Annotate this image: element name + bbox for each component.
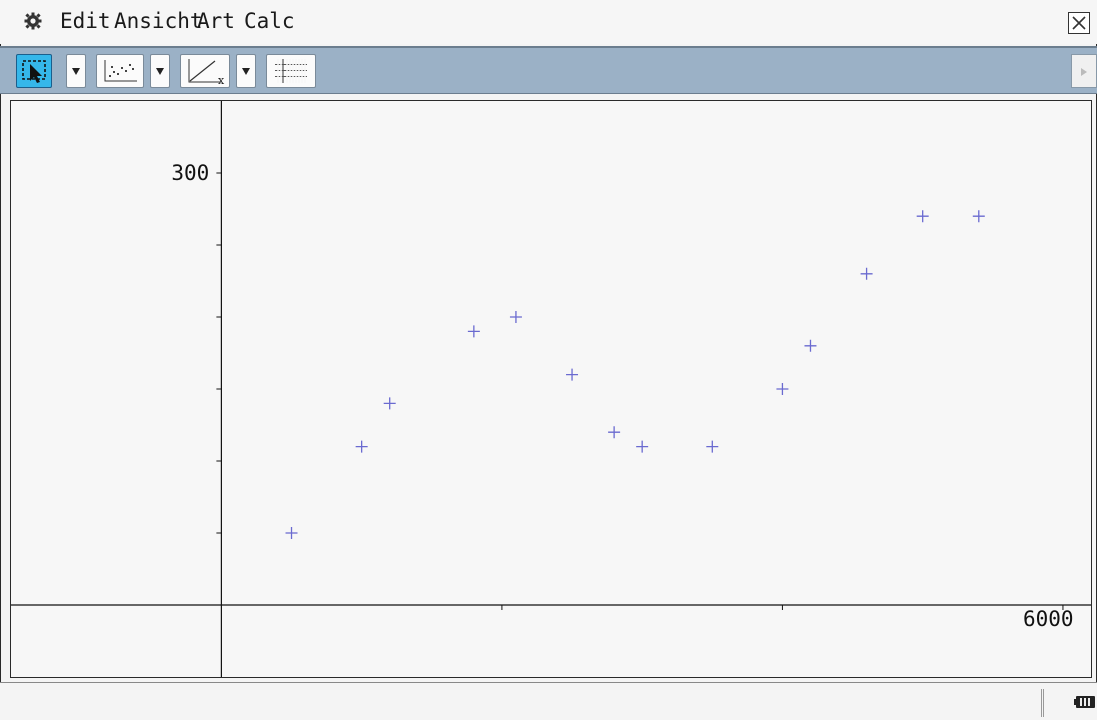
chevron-down-icon (242, 68, 250, 75)
menu-edit[interactable]: Edit (60, 9, 111, 33)
data-point (916, 210, 929, 223)
data-point (972, 210, 985, 223)
data-point (636, 440, 649, 453)
data-point (566, 368, 579, 381)
plot-type-dropdown[interactable] (150, 54, 170, 88)
grid-toggle-button[interactable] (266, 54, 316, 88)
menu-art[interactable]: Art (197, 9, 235, 33)
battery-icon (1074, 696, 1095, 708)
data-point (608, 426, 621, 439)
data-point (467, 325, 480, 338)
menu-calc[interactable]: Calc (244, 9, 295, 33)
data-point (355, 440, 368, 453)
graph-area[interactable]: 300 6000 (10, 100, 1092, 678)
graph-type-dropdown[interactable] (236, 54, 256, 88)
line-graph-button[interactable]: x (180, 54, 230, 88)
grid-icon (275, 59, 307, 83)
data-point (383, 397, 396, 410)
close-button[interactable] (1068, 12, 1090, 34)
data-point (804, 339, 817, 352)
data-point (509, 311, 522, 323)
line-graph-icon: x (188, 59, 225, 87)
scatter-plot-button[interactable] (96, 54, 144, 88)
close-icon (1072, 16, 1086, 30)
toolbar: x (0, 46, 1097, 94)
data-point (285, 527, 298, 539)
toolbar-scroll-right-button[interactable] (1071, 54, 1097, 88)
select-tool-dropdown[interactable] (66, 54, 86, 88)
data-point (706, 440, 719, 453)
scatter-plot-icon (104, 60, 137, 82)
play-right-icon (1081, 68, 1087, 76)
gear-icon[interactable] (24, 12, 42, 30)
select-pointer-icon (22, 60, 46, 83)
x-axis-tick-label: 6000 (1022, 607, 1074, 631)
menu-ansicht[interactable]: Ansicht (114, 9, 203, 33)
menu-bar: Edit Ansicht Art Calc (0, 0, 1097, 44)
data-point (860, 267, 873, 280)
chevron-down-icon (156, 68, 164, 75)
scatter-plot (11, 101, 1091, 677)
y-axis-tick-label: 300 (171, 161, 210, 185)
status-bar (0, 682, 1097, 720)
data-point (776, 383, 789, 395)
select-tool-button[interactable] (16, 54, 52, 88)
status-separator (1041, 689, 1044, 717)
svg-text:x: x (218, 74, 225, 87)
chevron-down-icon (72, 68, 80, 75)
